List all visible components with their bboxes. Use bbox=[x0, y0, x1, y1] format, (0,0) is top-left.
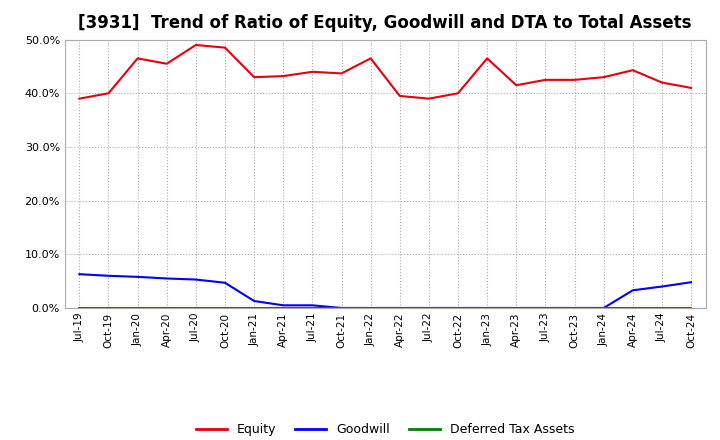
Equity bbox=[192, 42, 200, 48]
Equity bbox=[599, 74, 608, 80]
Deferred Tax Assets bbox=[192, 305, 200, 311]
Deferred Tax Assets bbox=[75, 305, 84, 311]
Equity bbox=[687, 85, 696, 91]
Goodwill bbox=[163, 276, 171, 281]
Deferred Tax Assets bbox=[337, 305, 346, 311]
Deferred Tax Assets bbox=[308, 305, 317, 311]
Deferred Tax Assets bbox=[425, 305, 433, 311]
Equity bbox=[163, 61, 171, 66]
Goodwill bbox=[250, 298, 258, 304]
Equity bbox=[512, 83, 521, 88]
Deferred Tax Assets bbox=[395, 305, 404, 311]
Deferred Tax Assets bbox=[279, 305, 287, 311]
Goodwill bbox=[279, 303, 287, 308]
Deferred Tax Assets bbox=[687, 305, 696, 311]
Goodwill bbox=[366, 305, 375, 311]
Goodwill bbox=[483, 305, 492, 311]
Goodwill bbox=[308, 303, 317, 308]
Equity bbox=[220, 45, 229, 50]
Equity bbox=[425, 96, 433, 101]
Equity bbox=[75, 96, 84, 101]
Goodwill bbox=[454, 305, 462, 311]
Goodwill bbox=[657, 284, 666, 289]
Equity bbox=[629, 68, 637, 73]
Goodwill bbox=[192, 277, 200, 282]
Goodwill bbox=[599, 305, 608, 311]
Line: Goodwill: Goodwill bbox=[79, 274, 691, 308]
Goodwill bbox=[220, 280, 229, 286]
Equity bbox=[366, 56, 375, 61]
Equity bbox=[133, 56, 142, 61]
Goodwill bbox=[425, 305, 433, 311]
Goodwill bbox=[104, 273, 113, 279]
Equity bbox=[337, 71, 346, 76]
Deferred Tax Assets bbox=[570, 305, 579, 311]
Goodwill bbox=[75, 271, 84, 277]
Deferred Tax Assets bbox=[454, 305, 462, 311]
Deferred Tax Assets bbox=[629, 305, 637, 311]
Deferred Tax Assets bbox=[541, 305, 550, 311]
Deferred Tax Assets bbox=[366, 305, 375, 311]
Deferred Tax Assets bbox=[599, 305, 608, 311]
Goodwill bbox=[512, 305, 521, 311]
Equity bbox=[483, 56, 492, 61]
Line: Equity: Equity bbox=[79, 45, 691, 99]
Goodwill bbox=[395, 305, 404, 311]
Deferred Tax Assets bbox=[133, 305, 142, 311]
Deferred Tax Assets bbox=[483, 305, 492, 311]
Deferred Tax Assets bbox=[104, 305, 113, 311]
Title: [3931]  Trend of Ratio of Equity, Goodwill and DTA to Total Assets: [3931] Trend of Ratio of Equity, Goodwil… bbox=[78, 15, 692, 33]
Goodwill bbox=[570, 305, 579, 311]
Legend: Equity, Goodwill, Deferred Tax Assets: Equity, Goodwill, Deferred Tax Assets bbox=[191, 418, 580, 440]
Goodwill bbox=[133, 274, 142, 279]
Equity bbox=[541, 77, 550, 82]
Deferred Tax Assets bbox=[250, 305, 258, 311]
Deferred Tax Assets bbox=[163, 305, 171, 311]
Equity bbox=[570, 77, 579, 82]
Equity bbox=[250, 74, 258, 80]
Deferred Tax Assets bbox=[657, 305, 666, 311]
Equity bbox=[395, 93, 404, 99]
Goodwill bbox=[687, 279, 696, 285]
Goodwill bbox=[541, 305, 550, 311]
Equity bbox=[308, 69, 317, 74]
Goodwill bbox=[337, 305, 346, 311]
Goodwill bbox=[629, 288, 637, 293]
Equity bbox=[657, 80, 666, 85]
Equity bbox=[104, 91, 113, 96]
Equity bbox=[454, 91, 462, 96]
Deferred Tax Assets bbox=[512, 305, 521, 311]
Equity bbox=[279, 73, 287, 79]
Deferred Tax Assets bbox=[220, 305, 229, 311]
